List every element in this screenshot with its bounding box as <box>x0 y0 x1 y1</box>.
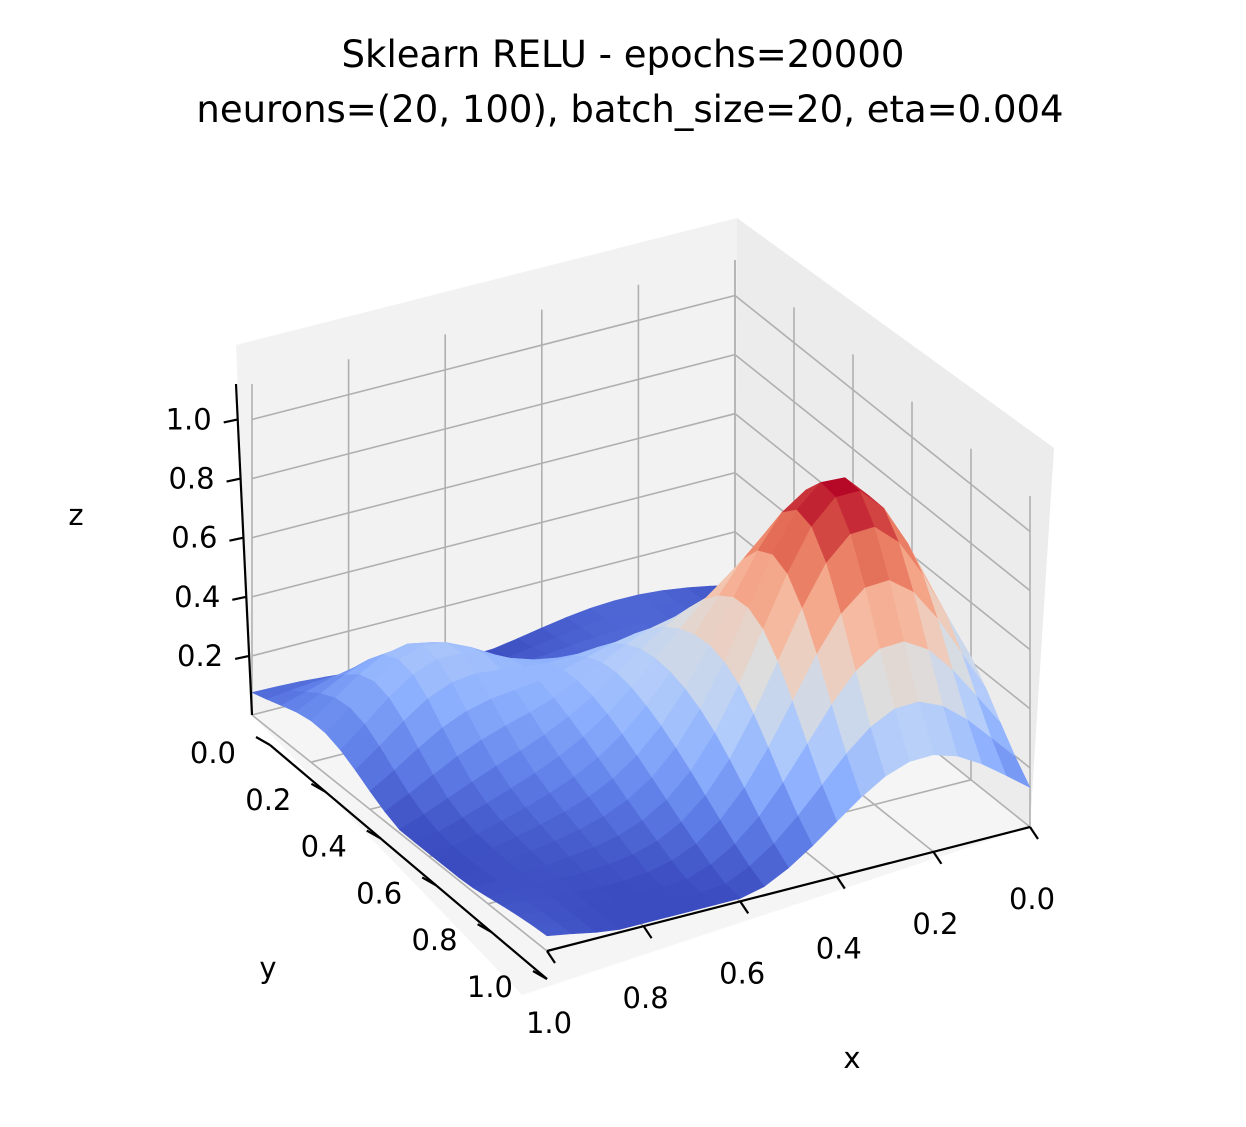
x-tick-label-2: 0.4 <box>816 932 862 966</box>
x-tick-label-0: 0.0 <box>1009 882 1055 916</box>
y-axis-label: y <box>259 951 276 985</box>
z-axis-line <box>234 383 254 716</box>
x-tick-label-1: 0.2 <box>912 907 958 941</box>
y-tick-0 <box>255 736 271 746</box>
x-axis-line <box>546 825 1031 953</box>
y-tick-1 <box>310 782 326 793</box>
z-tick-4 <box>223 418 238 424</box>
x-tick-1 <box>932 851 943 865</box>
x-tick-5 <box>546 950 556 964</box>
z-axis-label: z <box>68 498 83 532</box>
z-tick-1 <box>232 595 247 601</box>
chart-title: Sklearn RELU - epochs=20000 neurons=(20,… <box>196 33 1063 131</box>
y-tick-4 <box>477 923 493 934</box>
surface-patch-19-19 <box>531 922 573 937</box>
y-tick-label-5: 1.0 <box>467 970 513 1004</box>
x-tick-label-5: 1.0 <box>526 1006 572 1040</box>
z-tick-label-3: 0.8 <box>168 462 214 496</box>
z-tick-label-0: 0.2 <box>177 639 223 673</box>
x-axis-label: x <box>843 1041 860 1075</box>
y-tick-3 <box>421 876 437 887</box>
surface <box>251 477 1031 937</box>
x-tick-label-4: 0.8 <box>623 981 669 1015</box>
x-tick-2 <box>835 875 846 890</box>
z-tick-0 <box>234 654 250 660</box>
y-axis-line <box>269 744 548 980</box>
y-tick-5 <box>532 970 548 980</box>
x-tick-4 <box>642 925 653 939</box>
y-tick-label-2: 0.4 <box>301 830 347 864</box>
grid-floor-x-5 <box>251 714 548 952</box>
grid-z-2 <box>251 412 1031 651</box>
x-tick-0 <box>1029 826 1039 840</box>
z-tick-label-2: 0.6 <box>171 521 217 555</box>
y-tick-label-4: 0.8 <box>411 923 457 957</box>
z-tick-label-1: 0.4 <box>174 580 220 614</box>
y-tick-label-0: 0.0 <box>190 736 236 770</box>
pane-back-left <box>236 218 737 715</box>
pane-back-left-face <box>236 218 737 715</box>
grid-z-3 <box>251 353 1031 592</box>
z-tick-2 <box>229 536 244 542</box>
grid-z-4 <box>251 294 1031 533</box>
title-line-1: Sklearn RELU - epochs=20000 <box>342 33 905 76</box>
title-line-2: neurons=(20, 100), batch_size=20, eta=0.… <box>196 88 1063 131</box>
y-tick-2 <box>366 829 382 840</box>
x-tick-label-3: 0.6 <box>719 956 765 990</box>
axes: 0.2 0.4 0.6 0.8 1.0 0.0 0.2 0.4 0.6 0.8 1.0 0.0 0.2 0… <box>166 383 1055 1040</box>
y-tick-label-1: 0.2 <box>245 783 291 817</box>
x-tick-3 <box>739 900 750 915</box>
z-tick-3 <box>226 477 241 483</box>
y-tick-label-3: 0.6 <box>356 876 402 910</box>
z-tick-label-4: 1.0 <box>166 402 212 436</box>
